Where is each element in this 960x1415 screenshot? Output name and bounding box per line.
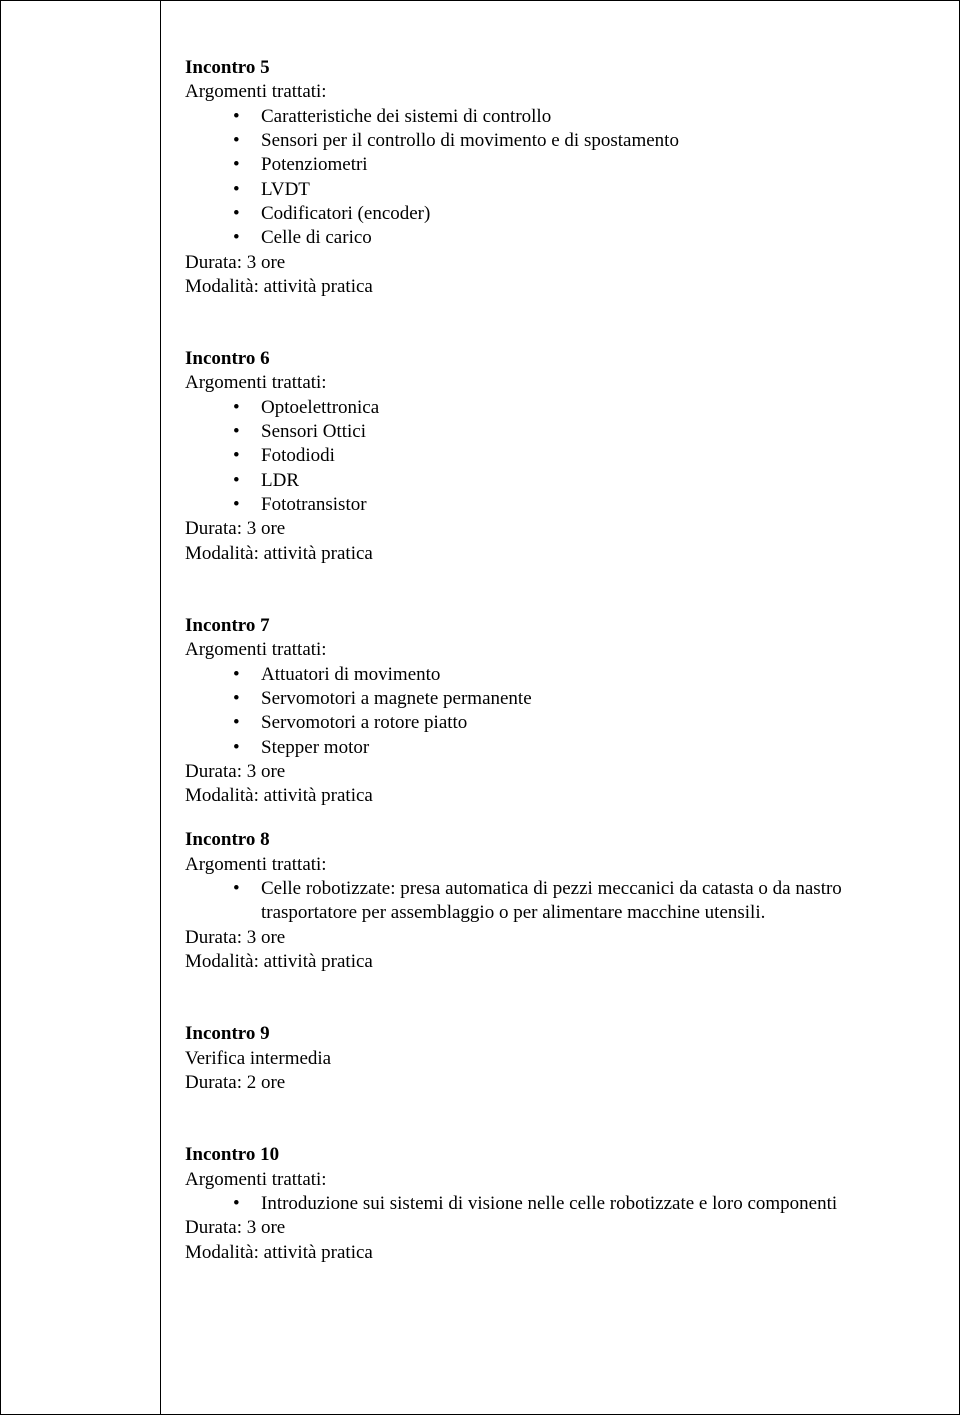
durata-line: Durata: 2 ore xyxy=(185,1071,935,1095)
modalita-line: Modalità: attività pratica xyxy=(185,542,935,566)
modalita-value: attività pratica xyxy=(264,1242,373,1263)
durata-prefix: Durata: xyxy=(185,1072,247,1093)
bullet-item: Sensori per il controllo di movimento e … xyxy=(233,129,935,153)
durata-line: Durata: 3 ore xyxy=(185,251,935,275)
bullet-item: LDR xyxy=(233,469,935,493)
modalita-line: Modalità: attività pratica xyxy=(185,950,935,974)
bullet-list: OptoelettronicaSensori OtticiFotodiodiLD… xyxy=(185,396,935,518)
section-6: Incontro 10Argomenti trattati:Introduzio… xyxy=(185,1143,935,1265)
durata-prefix: Durata: xyxy=(185,927,247,948)
section-5: Incontro 9Verifica intermediaDurata: 2 o… xyxy=(185,1022,935,1095)
section-1: Incontro 5Argomenti trattati:Caratterist… xyxy=(185,56,935,299)
modalita-line: Modalità: attività pratica xyxy=(185,784,935,808)
section-3: Incontro 7Argomenti trattati:Attuatori d… xyxy=(185,614,935,809)
extra-line: Verifica intermedia xyxy=(185,1047,935,1071)
modalita-value: attività pratica xyxy=(264,276,373,297)
bullet-item: Celle di carico xyxy=(233,226,935,250)
durata-prefix: Durata: xyxy=(185,252,247,273)
modalita-prefix: Modalità: xyxy=(185,951,264,972)
modalita-value: attività pratica xyxy=(264,543,373,564)
durata-line: Durata: 3 ore xyxy=(185,760,935,784)
bullet-item: Stepper motor xyxy=(233,736,935,760)
bullet-item: Fototransistor xyxy=(233,493,935,517)
bullet-item: Potenziometri xyxy=(233,153,935,177)
durata-prefix: Durata: xyxy=(185,761,247,782)
bullet-list: Attuatori di movimentoServomotori a magn… xyxy=(185,663,935,760)
argomenti-label: Argomenti trattati: xyxy=(185,853,935,877)
bullet-item: Fotodiodi xyxy=(233,444,935,468)
section-title: Incontro 10 xyxy=(185,1143,935,1167)
modalita-prefix: Modalità: xyxy=(185,276,264,297)
durata-value: 3 ore xyxy=(247,761,286,782)
argomenti-label: Argomenti trattati: xyxy=(185,80,935,104)
durata-line: Durata: 3 ore xyxy=(185,1216,935,1240)
document-page: Incontro 5Argomenti trattati:Caratterist… xyxy=(0,0,960,1415)
bullet-item: LVDT xyxy=(233,178,935,202)
bullet-list: Celle robotizzate: presa automatica di p… xyxy=(185,877,935,926)
argomenti-label: Argomenti trattati: xyxy=(185,638,935,662)
modalita-value: attività pratica xyxy=(264,785,373,806)
section-4: Incontro 8Argomenti trattati:Celle robot… xyxy=(185,828,935,974)
bullet-item: Caratteristiche dei sistemi di controllo xyxy=(233,105,935,129)
section-title: Incontro 5 xyxy=(185,56,935,80)
bullet-item: Optoelettronica xyxy=(233,396,935,420)
modalita-line: Modalità: attività pratica xyxy=(185,275,935,299)
left-column xyxy=(1,1,161,1414)
bullet-list: Caratteristiche dei sistemi di controllo… xyxy=(185,105,935,251)
bullet-item: Servomotori a rotore piatto xyxy=(233,711,935,735)
modalita-prefix: Modalità: xyxy=(185,785,264,806)
durata-prefix: Durata: xyxy=(185,1217,247,1238)
modalita-prefix: Modalità: xyxy=(185,1242,264,1263)
bullet-item: Celle robotizzate: presa automatica di p… xyxy=(233,877,935,926)
modalita-line: Modalità: attività pratica xyxy=(185,1241,935,1265)
durata-value: 3 ore xyxy=(247,252,286,273)
bullet-item: Attuatori di movimento xyxy=(233,663,935,687)
bullet-list: Introduzione sui sistemi di visione nell… xyxy=(185,1192,935,1216)
bullet-item: Introduzione sui sistemi di visione nell… xyxy=(233,1192,935,1216)
argomenti-label: Argomenti trattati: xyxy=(185,371,935,395)
bullet-item: Sensori Ottici xyxy=(233,420,935,444)
durata-line: Durata: 3 ore xyxy=(185,517,935,541)
durata-line: Durata: 3 ore xyxy=(185,926,935,950)
modalita-value: attività pratica xyxy=(264,951,373,972)
section-2: Incontro 6Argomenti trattati:Optoelettro… xyxy=(185,347,935,566)
right-column: Incontro 5Argomenti trattati:Caratterist… xyxy=(161,1,959,1414)
section-title: Incontro 9 xyxy=(185,1022,935,1046)
bullet-item: Codificatori (encoder) xyxy=(233,202,935,226)
durata-value: 3 ore xyxy=(247,1217,286,1238)
section-title: Incontro 6 xyxy=(185,347,935,371)
durata-value: 2 ore xyxy=(247,1072,286,1093)
durata-prefix: Durata: xyxy=(185,518,247,539)
argomenti-label: Argomenti trattati: xyxy=(185,1168,935,1192)
section-title: Incontro 8 xyxy=(185,828,935,852)
modalita-prefix: Modalità: xyxy=(185,543,264,564)
durata-value: 3 ore xyxy=(247,518,286,539)
section-title: Incontro 7 xyxy=(185,614,935,638)
durata-value: 3 ore xyxy=(247,927,286,948)
bullet-item: Servomotori a magnete permanente xyxy=(233,687,935,711)
